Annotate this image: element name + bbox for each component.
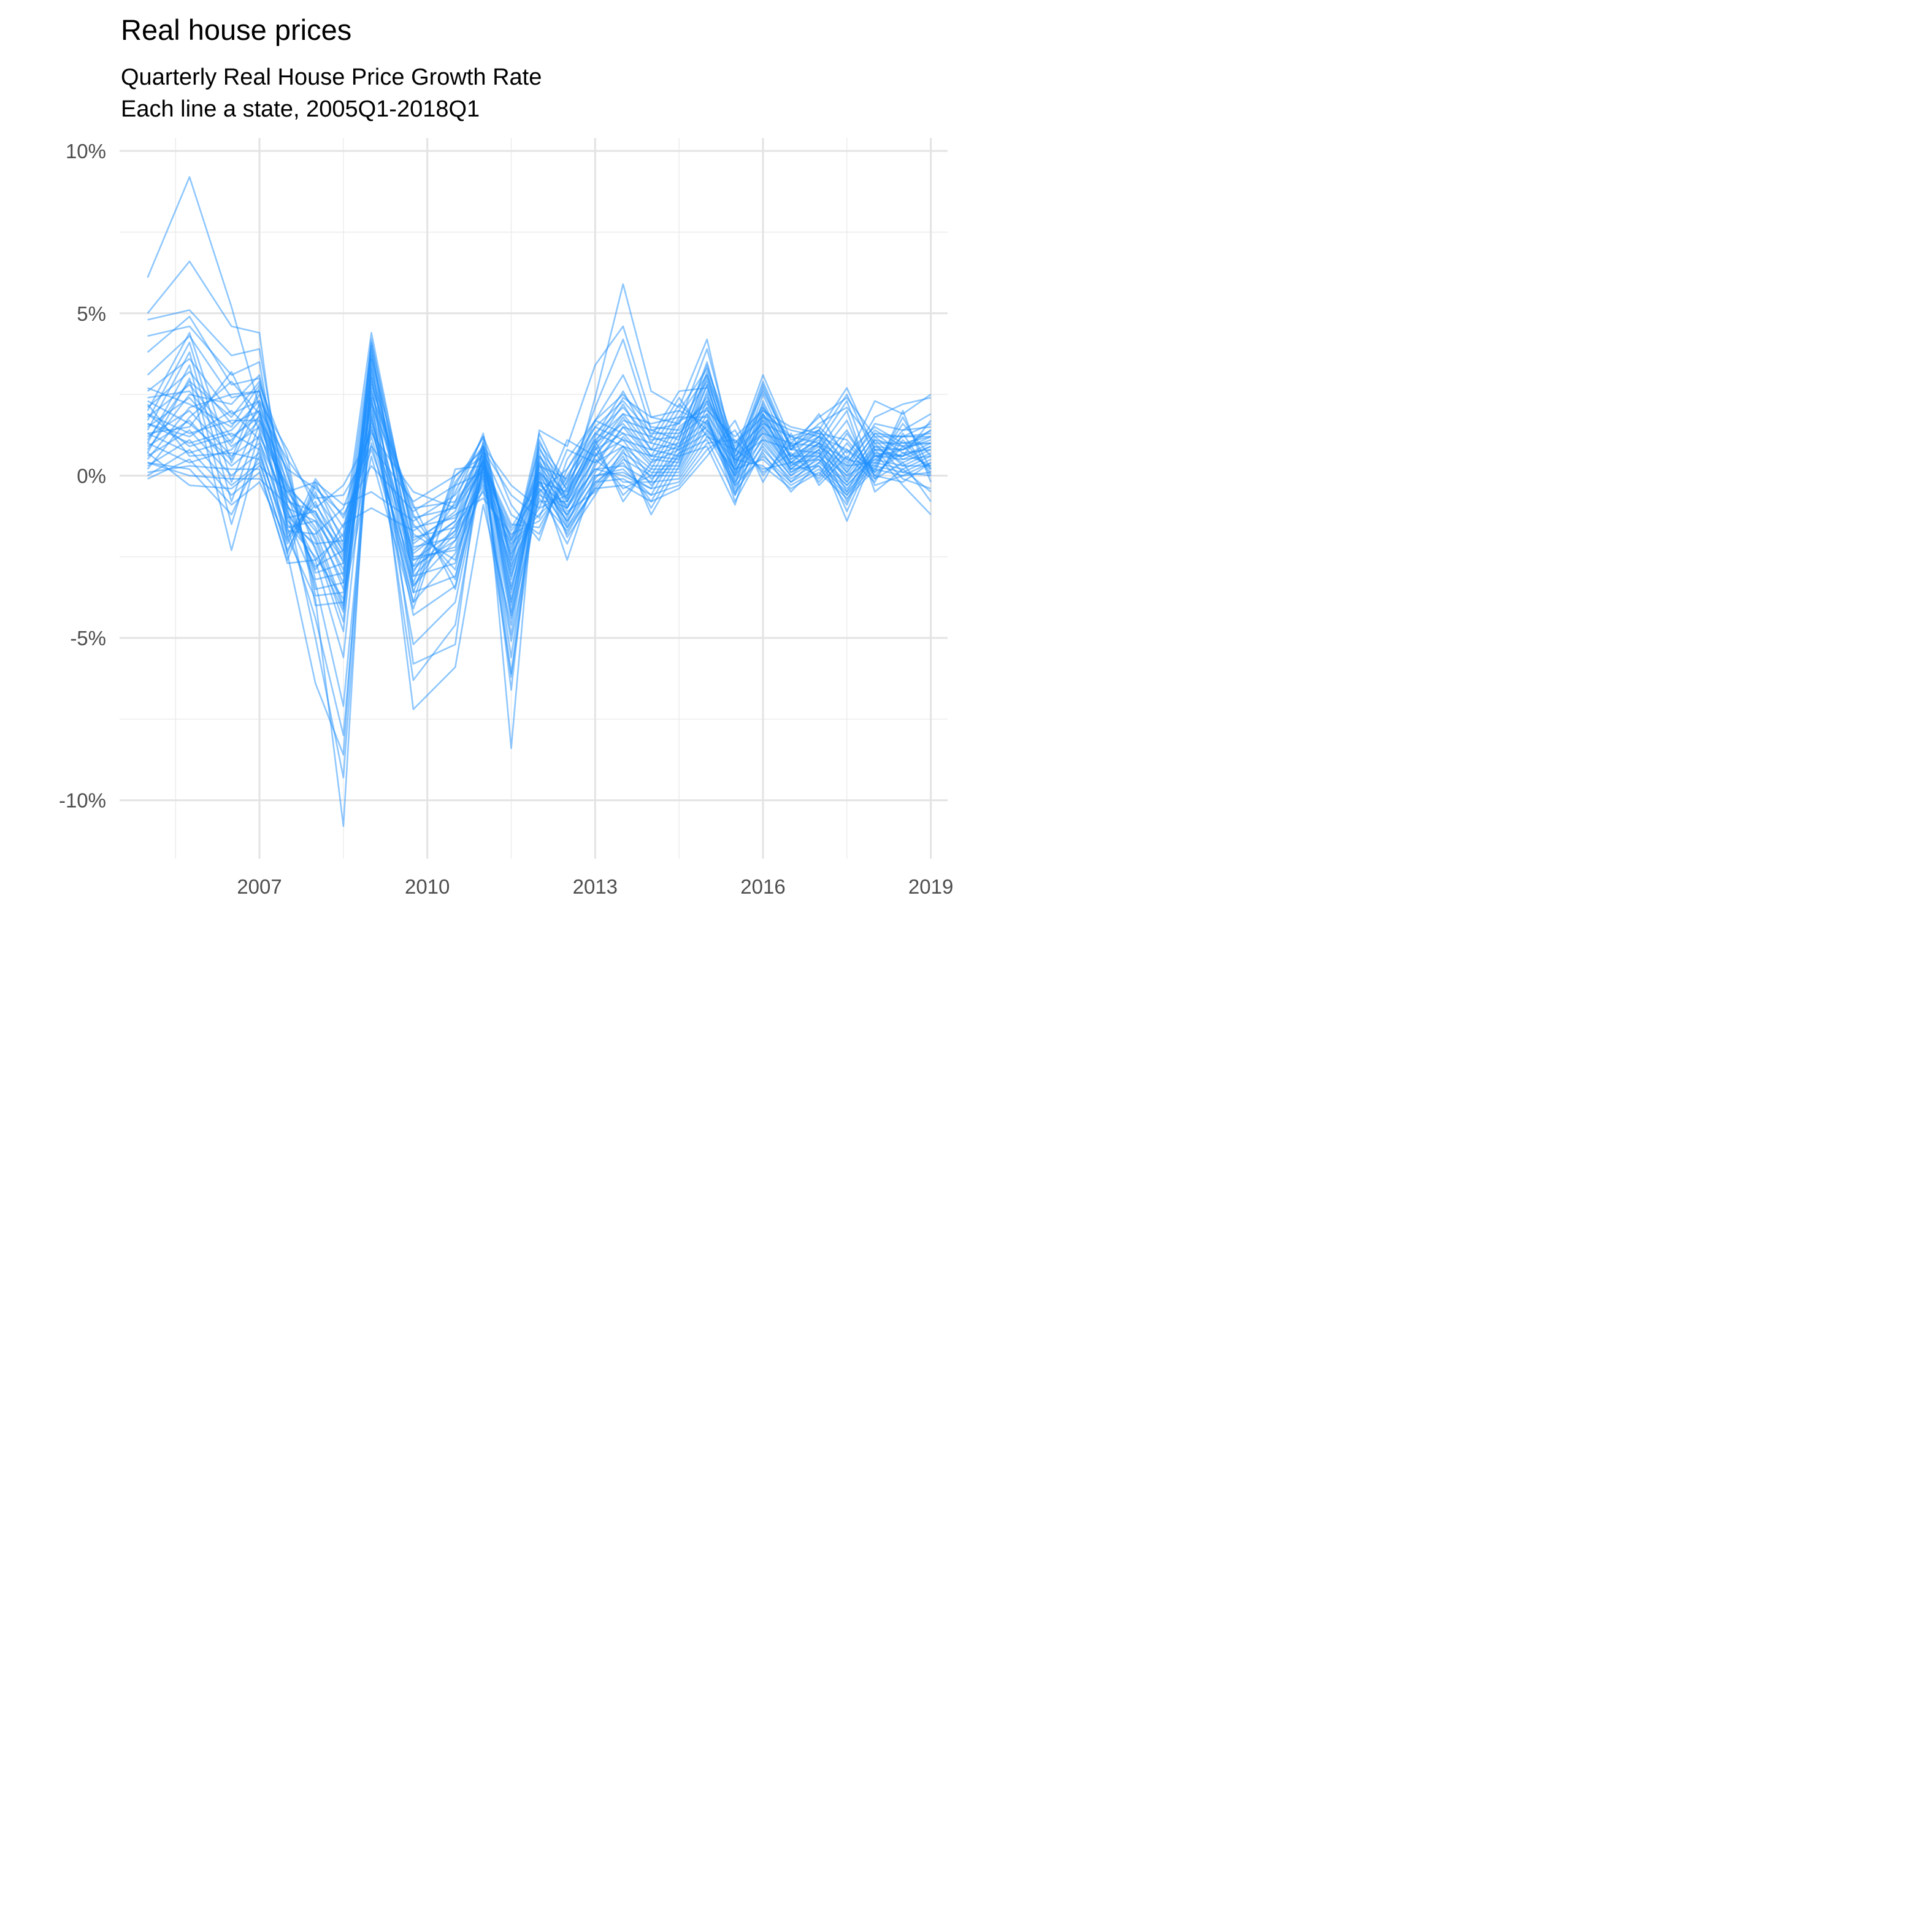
series-line-30 bbox=[147, 367, 932, 567]
series-line-38 bbox=[147, 380, 932, 509]
x-tick-label: 2016 bbox=[740, 875, 785, 898]
chart-title: Real house prices bbox=[121, 13, 352, 46]
series-line-2 bbox=[147, 260, 931, 827]
y-tick-label: 0% bbox=[77, 464, 106, 487]
y-tick-label: -5% bbox=[70, 627, 106, 650]
y-tick-label: -10% bbox=[59, 789, 106, 812]
series-line-33 bbox=[147, 332, 932, 564]
series-line-3 bbox=[147, 309, 932, 778]
chart-subtitle-line-2: Each line a state, 2005Q1-2018Q1 bbox=[121, 96, 480, 122]
series-line-40 bbox=[147, 367, 931, 561]
chart-subtitle-line-1: Quarterly Real House Price Growth Rate bbox=[121, 64, 542, 90]
series-line-25 bbox=[147, 342, 932, 613]
x-tick-label: 2019 bbox=[908, 875, 953, 898]
series-line-39 bbox=[147, 374, 931, 551]
x-tick-label: 2010 bbox=[405, 875, 450, 898]
plot-area: 10% 5% 0% -5% -10% 2007 2010 2013 2016 2019 bbox=[59, 138, 953, 898]
y-tick-label: 10% bbox=[66, 140, 106, 163]
chart-subtitle: Quarterly Real House Price Growth Rate E… bbox=[121, 61, 542, 125]
x-tick-label: 2013 bbox=[573, 875, 618, 898]
series-line-27 bbox=[147, 377, 932, 607]
y-tick-label: 5% bbox=[77, 302, 106, 325]
series-line-35 bbox=[147, 403, 932, 535]
series-line-26 bbox=[147, 358, 932, 623]
series-line-36 bbox=[147, 397, 932, 542]
series-line-34 bbox=[147, 410, 931, 571]
chart: Real house prices Quarterly Real House P… bbox=[0, 0, 957, 957]
series-line-37 bbox=[147, 387, 932, 519]
axis-labels: 10% 5% 0% -5% -10% 2007 2010 2013 2016 2019 bbox=[59, 140, 953, 898]
series-line-32 bbox=[147, 345, 932, 587]
series-lines bbox=[147, 176, 932, 827]
x-tick-label: 2007 bbox=[237, 875, 282, 898]
series-line-4 bbox=[147, 325, 932, 737]
